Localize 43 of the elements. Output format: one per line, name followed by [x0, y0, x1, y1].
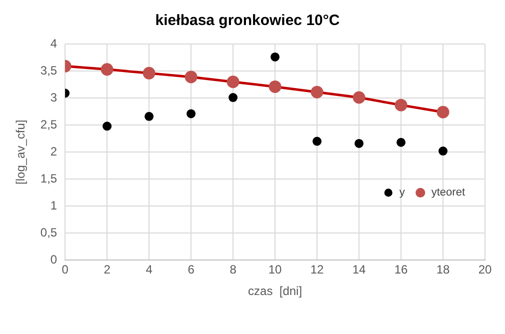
point: [142, 66, 156, 80]
y-tick-label: 0,5: [40, 225, 58, 240]
point: [310, 86, 324, 98]
chart-title: kiełbasa gronkowiec 10°C: [155, 12, 340, 30]
point: [394, 98, 408, 112]
y-tick-label: 3: [50, 90, 58, 104]
point: [186, 109, 196, 118]
x-tick-label: 10: [268, 262, 282, 277]
point: [438, 146, 448, 156]
point: [436, 106, 450, 118]
y-tick-label: 0: [50, 252, 58, 267]
point: [226, 76, 240, 88]
x-tick-label: 8: [230, 262, 237, 277]
x-tick-label: 18: [436, 262, 450, 277]
point: [396, 138, 406, 147]
point: [144, 112, 154, 121]
y-tick-label: 2: [50, 144, 58, 158]
y-axis-title: [log_av_cfu]: [14, 120, 28, 184]
x-tick-label: 20: [478, 262, 492, 277]
legend-label: yteoret: [431, 186, 466, 199]
x-tick-label: 14: [352, 262, 366, 277]
x-tick-label: 0: [62, 262, 69, 277]
point: [268, 80, 282, 93]
point: [102, 122, 112, 131]
point: [312, 136, 322, 146]
y-tick-label: 1: [50, 198, 58, 212]
x-axis-title: czas [dni]: [248, 284, 302, 298]
y-tick-label: 2,5: [40, 117, 58, 132]
x-tick-label: 2: [104, 262, 111, 277]
y-tick-label: 1,5: [40, 171, 58, 186]
x-tick-label: 16: [394, 262, 408, 277]
x-tick-label: 6: [188, 262, 195, 277]
x-tick-label: 12: [310, 262, 324, 277]
y-tick-label: 4: [50, 36, 58, 50]
point: [354, 138, 364, 148]
point: [352, 91, 366, 104]
x-tick-label: 4: [146, 262, 153, 277]
point: [270, 52, 280, 62]
legend-label: y: [399, 186, 406, 199]
point: [228, 93, 238, 102]
point: [100, 63, 114, 76]
point: [184, 70, 198, 84]
y-tick-label: 3,5: [40, 63, 58, 78]
